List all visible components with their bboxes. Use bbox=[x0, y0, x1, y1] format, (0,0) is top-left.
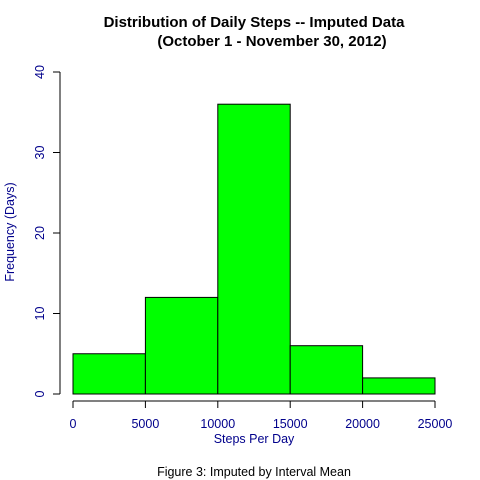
bars-group bbox=[72, 103, 436, 395]
x-tick-label: 10000 bbox=[200, 417, 235, 431]
y-axis-label: Frequency (Days) bbox=[3, 182, 17, 281]
histogram-bar-4 bbox=[362, 377, 436, 395]
y-tick-label: 30 bbox=[33, 146, 47, 160]
y-tick-label: 0 bbox=[33, 390, 47, 397]
y-axis: 0 10 20 30 40 bbox=[33, 65, 61, 397]
x-tick-label: 5000 bbox=[131, 417, 159, 431]
chart-title: Distribution of Daily Steps -- Imputed D… bbox=[104, 14, 406, 31]
histogram-bar-3 bbox=[289, 345, 364, 395]
x-tick-label: 25000 bbox=[418, 417, 453, 431]
x-tick-label: 15000 bbox=[273, 417, 308, 431]
histogram-bar-1 bbox=[144, 296, 219, 395]
x-tick-label: 0 bbox=[70, 417, 77, 431]
figure-caption: Figure 3: Imputed by Interval Mean bbox=[157, 465, 351, 479]
histogram-bar-2 bbox=[217, 103, 291, 395]
x-tick-label: 20000 bbox=[345, 417, 380, 431]
y-tick-label: 20 bbox=[33, 226, 47, 240]
y-tick-label: 40 bbox=[33, 65, 47, 79]
x-axis: 0 5000 10000 15000 20000 25000 bbox=[70, 400, 453, 431]
histogram-bar-0 bbox=[72, 353, 146, 395]
chart-subtitle: (October 1 - November 30, 2012) bbox=[157, 33, 386, 50]
x-axis-label: Steps Per Day bbox=[214, 432, 295, 446]
y-tick-label: 10 bbox=[33, 307, 47, 321]
